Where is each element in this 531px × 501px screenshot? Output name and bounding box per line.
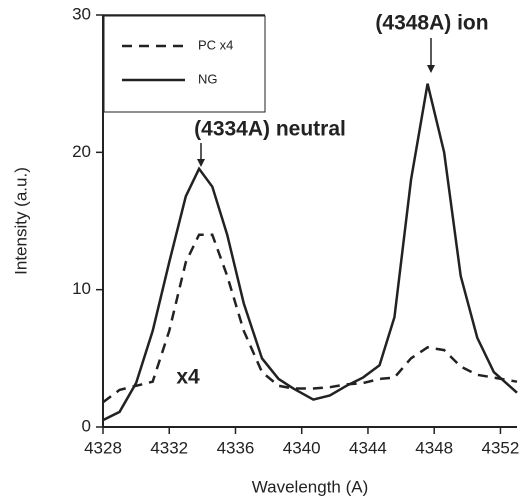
x-tick-label: 4348 [415,438,453,457]
x-tick-label: 4332 [150,438,188,457]
y-tick-label: 30 [72,4,91,23]
y-tick-label: 20 [72,142,91,161]
series-line [102,233,518,404]
y-tick-label: 10 [72,279,91,298]
annotation: (4348A) ion [375,12,488,35]
x-tick-label: 4328 [84,438,122,457]
annotation: x4 [176,366,200,389]
x-tick-label: 4344 [349,438,387,457]
annotation-arrowhead [197,159,205,167]
x-tick-label: 4336 [217,438,255,457]
legend-box [103,15,266,113]
x-tick-label: 4352 [482,438,520,457]
x-axis-title: Wavelength (A) [252,477,369,496]
y-axis-title: Intensity (a.u.) [11,167,30,275]
annotation-arrowhead [427,65,435,73]
x-tick-label: 4340 [283,438,321,457]
legend-label: NG [198,71,218,86]
annotation: (4334A) neutral [194,118,346,141]
series-line [102,83,518,422]
legend-label: PC x4 [198,37,233,52]
y-tick-label: 0 [82,416,91,435]
